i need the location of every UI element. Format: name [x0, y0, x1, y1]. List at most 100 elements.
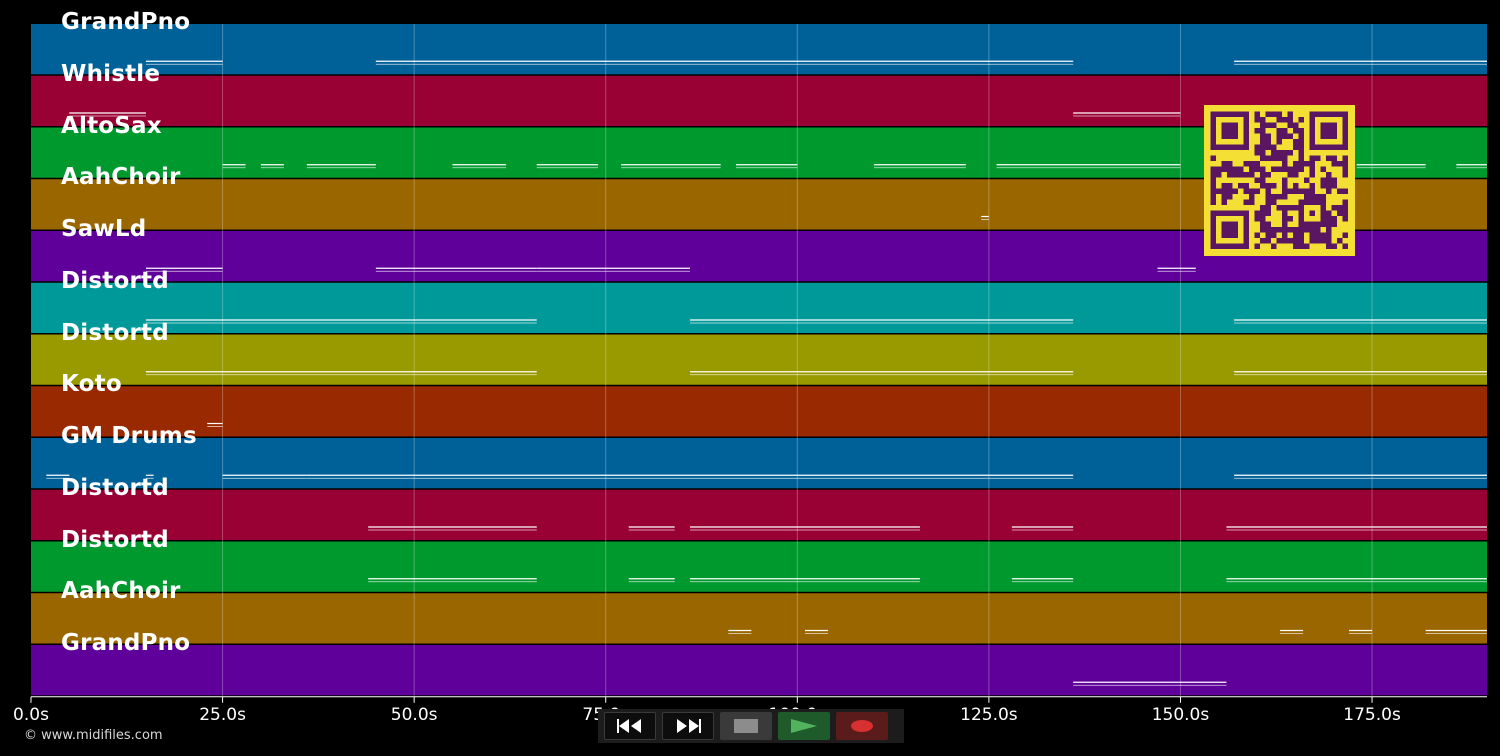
qr-module	[1254, 210, 1260, 216]
qr-module	[1309, 161, 1315, 167]
track-lane	[31, 541, 1487, 592]
qr-module	[1293, 188, 1299, 194]
qr-module	[1210, 199, 1216, 205]
time-tick-label: 125.0s	[960, 705, 1018, 725]
playback-controls	[598, 709, 904, 743]
fast-forward-icon	[677, 719, 701, 733]
track-lane	[31, 24, 1487, 75]
qr-module	[1221, 199, 1227, 205]
rewind-button[interactable]	[604, 712, 656, 740]
qr-module	[1265, 238, 1271, 244]
qr-module	[1254, 117, 1260, 123]
qr-module	[1210, 177, 1216, 183]
qr-module	[1298, 117, 1304, 123]
qr-module	[1260, 177, 1266, 183]
qr-module	[1342, 188, 1348, 194]
track-lane	[31, 593, 1487, 644]
qr-module	[1287, 216, 1293, 222]
qr-module	[1254, 188, 1260, 194]
track-label: SawLd	[61, 216, 147, 242]
qr-module	[1216, 166, 1222, 172]
qr-module	[1249, 172, 1255, 178]
qr-module	[1282, 177, 1288, 183]
qr-module	[1210, 172, 1216, 178]
qr-module	[1331, 183, 1337, 189]
qr-module	[1243, 161, 1249, 167]
qr-module	[1298, 133, 1304, 139]
qr-module	[1309, 172, 1315, 178]
qr-finder	[1221, 122, 1238, 139]
qr-module	[1293, 172, 1299, 178]
qr-module	[1265, 232, 1271, 238]
qr-module	[1276, 227, 1282, 233]
qr-finder	[1221, 221, 1238, 238]
qr-module	[1227, 183, 1233, 189]
record-button[interactable]	[836, 712, 888, 740]
qr-module	[1265, 133, 1271, 139]
qr-module	[1271, 150, 1277, 156]
qr-module	[1265, 188, 1271, 194]
qr-module	[1243, 172, 1249, 178]
qr-module	[1326, 238, 1332, 244]
qr-module	[1331, 243, 1337, 249]
qr-module	[1265, 221, 1271, 227]
stop-button[interactable]	[720, 712, 772, 740]
qr-module	[1298, 227, 1304, 233]
qr-module	[1282, 238, 1288, 244]
track-label: Distortd	[61, 474, 169, 501]
qr-module	[1238, 183, 1244, 189]
qr-module	[1276, 139, 1282, 145]
qr-module	[1260, 155, 1266, 161]
qr-module	[1271, 232, 1277, 238]
qr-module	[1326, 188, 1332, 194]
credit-text: © www.midifiles.com	[24, 728, 163, 743]
qr-module	[1254, 128, 1260, 134]
play-icon	[791, 719, 817, 733]
qr-module	[1304, 194, 1310, 200]
track-lane	[31, 334, 1487, 385]
qr-module	[1276, 150, 1282, 156]
qr-module	[1287, 166, 1293, 172]
qr-module	[1342, 216, 1348, 222]
qr-module	[1304, 177, 1310, 183]
track-label: Distortd	[61, 267, 169, 294]
qr-module	[1298, 150, 1304, 156]
qr-module	[1282, 194, 1288, 200]
qr-module	[1232, 166, 1238, 172]
qr-module	[1298, 128, 1304, 134]
qr-module	[1271, 155, 1277, 161]
qr-module	[1216, 188, 1222, 194]
qr-module	[1293, 243, 1299, 249]
qr-module	[1298, 166, 1304, 172]
qr-module	[1304, 188, 1310, 194]
qr-module	[1309, 183, 1315, 189]
qr-module	[1326, 210, 1332, 216]
track-label: AahChoir	[61, 578, 181, 605]
qr-module	[1238, 166, 1244, 172]
qr-module	[1210, 155, 1216, 161]
qr-module	[1326, 221, 1332, 227]
fast-forward-button[interactable]	[662, 712, 714, 740]
qr-module	[1276, 117, 1282, 123]
qr-module	[1249, 194, 1255, 200]
qr-module	[1320, 177, 1326, 183]
qr-module	[1331, 221, 1337, 227]
qr-module	[1326, 155, 1332, 161]
qr-module	[1271, 111, 1277, 117]
qr-module	[1342, 161, 1348, 167]
qr-module	[1282, 117, 1288, 123]
qr-module	[1210, 166, 1216, 172]
qr-module	[1326, 232, 1332, 238]
qr-module	[1315, 155, 1321, 161]
qr-module	[1221, 194, 1227, 200]
qr-module	[1265, 205, 1271, 211]
qr-module	[1320, 238, 1326, 244]
qr-module	[1298, 243, 1304, 249]
play-button[interactable]	[778, 712, 830, 740]
qr-module	[1342, 172, 1348, 178]
qr-module	[1260, 227, 1266, 233]
qr-module	[1221, 183, 1227, 189]
qr-module	[1265, 172, 1271, 178]
qr-module	[1337, 205, 1343, 211]
qr-module	[1337, 188, 1343, 194]
